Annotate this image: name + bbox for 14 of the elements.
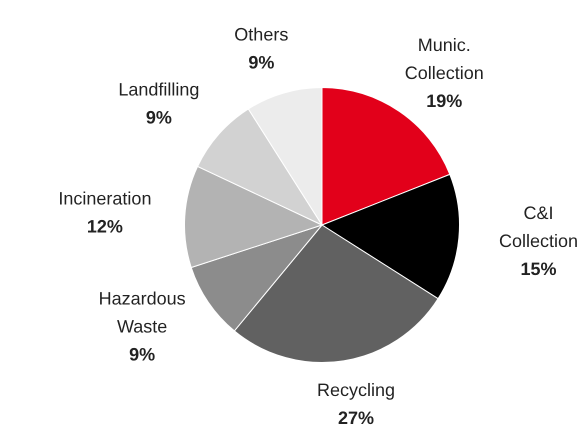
data-label: 9% bbox=[129, 344, 156, 365]
data-label: 19% bbox=[426, 91, 462, 112]
slice-label: Landfilling bbox=[118, 79, 200, 100]
slice-label: Others bbox=[234, 24, 288, 45]
slice-label: Munic. Collection bbox=[404, 35, 484, 84]
data-label: 27% bbox=[338, 408, 374, 428]
slice-label: C&I Collection bbox=[499, 203, 578, 252]
data-label: 15% bbox=[520, 259, 557, 280]
data-label: 9% bbox=[248, 52, 274, 73]
slice-label: Hazardous Waste bbox=[98, 288, 186, 337]
data-label: 12% bbox=[86, 216, 123, 237]
slice-label: Incineration bbox=[58, 188, 152, 209]
data-label: 9% bbox=[146, 107, 172, 128]
slice-label: Recycling bbox=[317, 380, 396, 400]
